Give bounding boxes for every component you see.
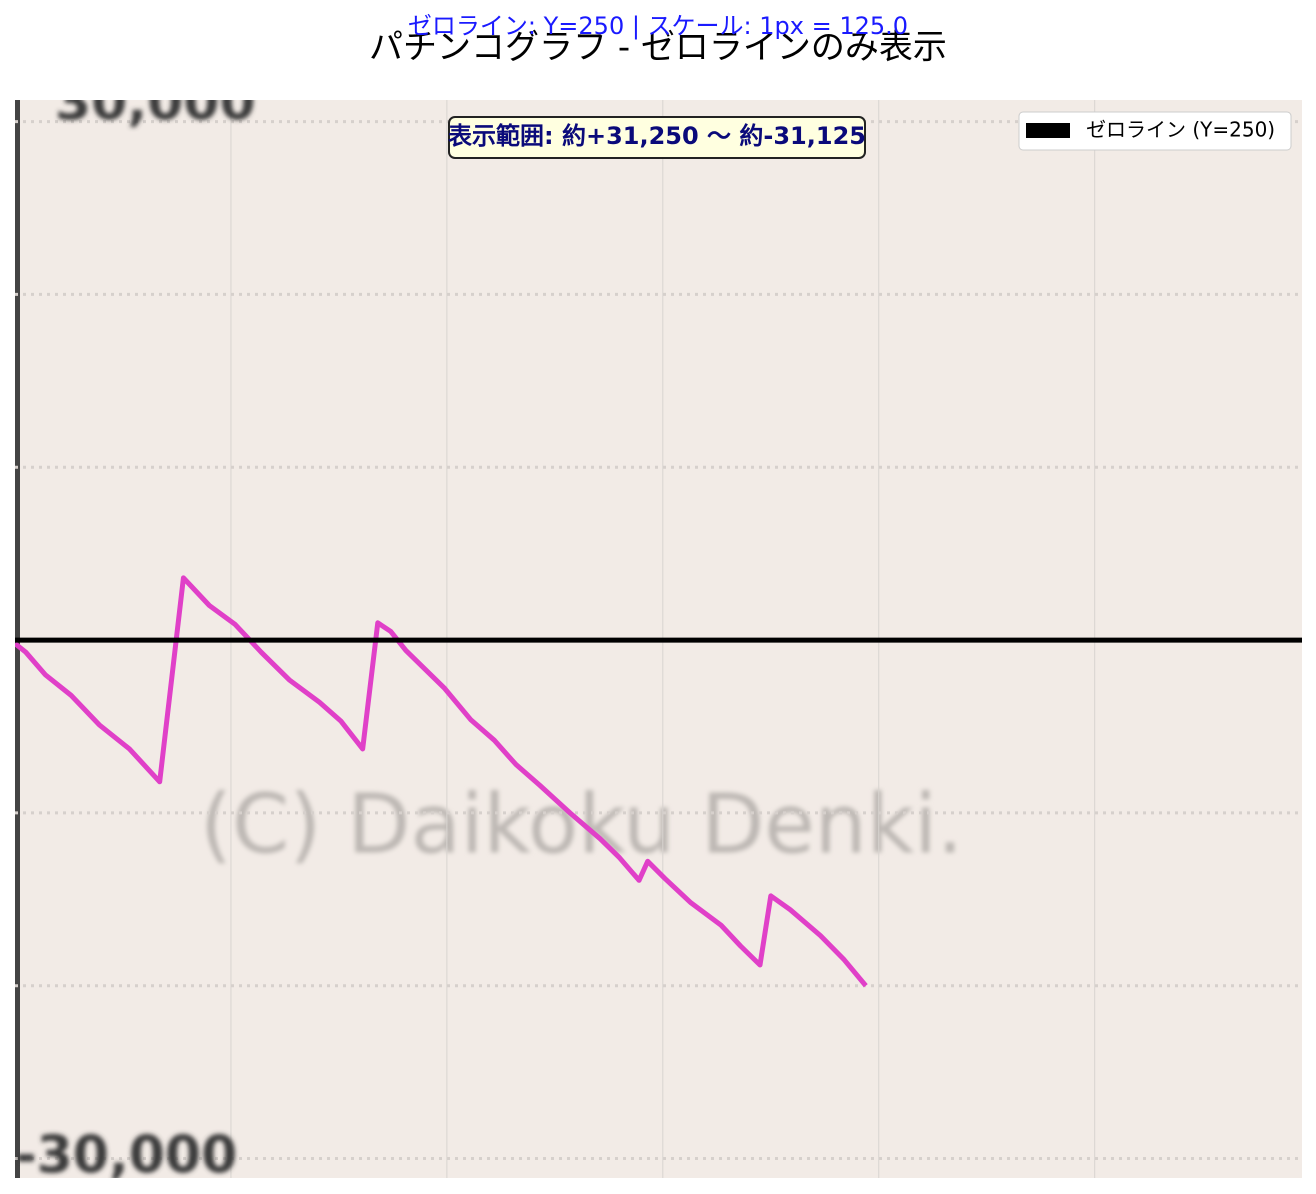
annotation: 表示範囲: 約+31,250 〜 約-31,125 xyxy=(448,122,866,150)
legend-label: ゼロライン (Y=250) xyxy=(1086,118,1275,142)
series-line xyxy=(15,575,868,988)
chart-title: パチンコグラフ - ゼロラインのみ表示 xyxy=(369,28,947,68)
chart-subtitle: ゼロライン: Y=250 | スケール: 1px = 125.0 xyxy=(408,12,908,40)
y-tick-label: -30,000 xyxy=(15,1126,237,1186)
legend-swatch xyxy=(1026,123,1070,138)
plot: (C) Daikoku Denki. 30,000-30,000 xyxy=(15,73,1302,1186)
legend: ゼロライン (Y=250) xyxy=(1018,111,1292,151)
y-tick-label: 30,000 xyxy=(55,73,256,133)
annotation-box xyxy=(448,116,866,159)
legend-box xyxy=(1018,111,1292,151)
